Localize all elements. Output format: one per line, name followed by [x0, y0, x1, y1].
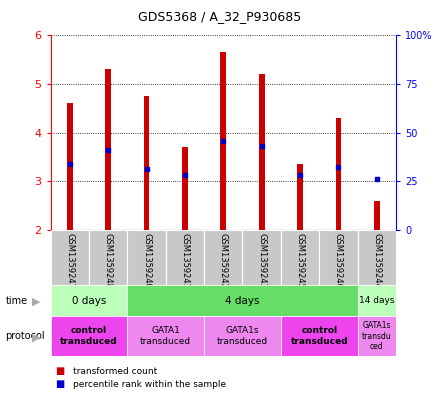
Bar: [319, 230, 358, 285]
Bar: [105, 70, 111, 230]
Bar: [204, 316, 281, 356]
Text: GDS5368 / A_32_P930685: GDS5368 / A_32_P930685: [138, 10, 302, 23]
Bar: [182, 147, 188, 230]
Text: 14 days: 14 days: [359, 296, 395, 305]
Bar: [358, 316, 396, 356]
Bar: [51, 316, 127, 356]
Bar: [374, 201, 380, 230]
Bar: [242, 230, 281, 285]
Bar: [281, 316, 358, 356]
Text: percentile rank within the sample: percentile rank within the sample: [73, 380, 226, 389]
Bar: [259, 74, 264, 230]
Text: GSM1359248: GSM1359248: [104, 233, 113, 288]
Text: 0 days: 0 days: [72, 296, 106, 306]
Bar: [220, 52, 226, 230]
Text: ■: ■: [55, 366, 64, 376]
Bar: [51, 285, 127, 316]
Text: protocol: protocol: [5, 331, 45, 341]
Bar: [127, 230, 166, 285]
Bar: [89, 230, 127, 285]
Text: GSM1359243: GSM1359243: [257, 233, 266, 288]
Bar: [358, 230, 396, 285]
Bar: [166, 230, 204, 285]
Bar: [297, 164, 303, 230]
Text: GSM1359246: GSM1359246: [334, 233, 343, 288]
Bar: [204, 230, 242, 285]
Text: ▶: ▶: [32, 297, 40, 307]
Text: control
transduced: control transduced: [290, 326, 348, 346]
Bar: [358, 285, 396, 316]
Bar: [281, 230, 319, 285]
Text: GATA1s
transdu
ced: GATA1s transdu ced: [362, 321, 392, 351]
Text: time: time: [5, 296, 27, 306]
Text: GSM1359245: GSM1359245: [296, 233, 304, 288]
Text: transformed count: transformed count: [73, 367, 157, 376]
Bar: [144, 96, 150, 230]
Text: GSM1359242: GSM1359242: [219, 233, 228, 288]
Text: ■: ■: [55, 379, 64, 389]
Text: 4 days: 4 days: [225, 296, 260, 306]
Bar: [51, 230, 89, 285]
Bar: [336, 118, 341, 230]
Bar: [127, 285, 358, 316]
Text: GATA1s
transduced: GATA1s transduced: [217, 326, 268, 346]
Text: GSM1359240: GSM1359240: [142, 233, 151, 288]
Text: GSM1359247: GSM1359247: [65, 233, 74, 288]
Text: GSM1359241: GSM1359241: [180, 233, 190, 288]
Bar: [127, 316, 204, 356]
Text: ▶: ▶: [32, 332, 40, 342]
Text: GATA1
transduced: GATA1 transduced: [140, 326, 191, 346]
Bar: [67, 103, 73, 230]
Text: GSM1359244: GSM1359244: [372, 233, 381, 288]
Text: control
transduced: control transduced: [60, 326, 118, 346]
